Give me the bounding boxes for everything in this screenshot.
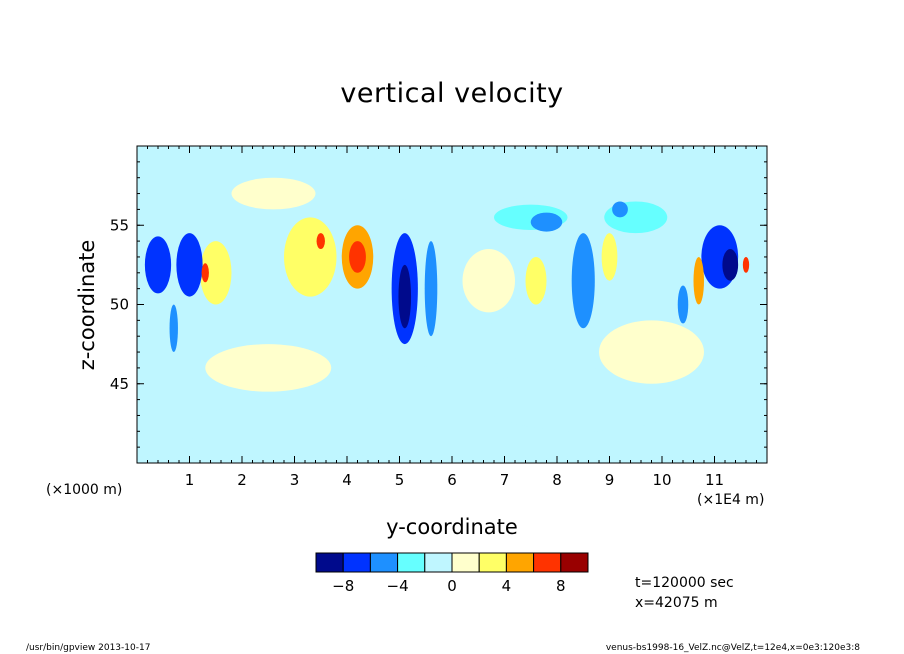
x-tick-label: 1 (185, 471, 195, 489)
x-tick-label: 4 (342, 471, 352, 489)
heatmap-region (601, 233, 618, 281)
heatmap-region (693, 256, 704, 305)
x-axis-label: y-coordinate (0, 515, 904, 539)
heatmap-region (742, 256, 750, 273)
heatmap-region (612, 201, 628, 218)
colorbar-swatch (505, 552, 535, 573)
colorbar-swatch (369, 552, 399, 573)
heatmap-plot-area (137, 146, 767, 463)
colorbar-label: 4 (502, 577, 512, 595)
colorbar-swatch (451, 552, 480, 573)
heatmap-region (599, 320, 704, 384)
position-info: x=42075 m (635, 595, 718, 611)
x-tick-label: 7 (500, 471, 510, 489)
chart-title: vertical velocity (340, 78, 564, 109)
heatmap-region (144, 236, 172, 294)
colorbar-label: 0 (447, 577, 457, 595)
heatmap-region (349, 241, 366, 273)
colorbar-label: −8 (332, 577, 354, 595)
y-axis-unit: (×1000 m) (46, 482, 123, 498)
x-tick-label: 11 (705, 471, 724, 489)
colorbar-swatch (533, 552, 562, 573)
heatmap-region (530, 212, 563, 232)
heatmap-region (201, 263, 209, 283)
colorbar-swatch (560, 552, 589, 573)
colorbar-swatch (478, 552, 507, 573)
heatmap-region (205, 344, 332, 392)
heatmap-region (316, 233, 325, 250)
x-tick-label: 6 (447, 471, 457, 489)
x-tick-label: 10 (652, 471, 671, 489)
colorbar-label: 8 (556, 577, 566, 595)
heatmap-region (284, 217, 337, 297)
colorbar-swatch (424, 552, 453, 573)
colorbar: −8 −4 0 4 8 (315, 552, 589, 595)
heatmap-region (189, 399, 400, 463)
x-tick-label: 5 (395, 471, 405, 489)
x-axis-label-text: y-coordinate (386, 515, 518, 539)
x-tick-label: 2 (237, 471, 247, 489)
footer-right: venus-bs1998-16_VelZ.nc@VelZ,t=12e4,x=0e… (605, 643, 860, 653)
colorbar-label: −4 (387, 577, 409, 595)
y-tick-label: 45 (110, 375, 129, 393)
colorbar-swatch (342, 552, 371, 573)
colorbar-swatch (397, 552, 426, 573)
heatmap-region (478, 367, 689, 432)
x-tick-label: 8 (552, 471, 562, 489)
heatmap-region (320, 153, 584, 202)
heatmap-region (571, 233, 595, 329)
colorbar-swatch (315, 552, 344, 573)
heatmap-region (231, 177, 316, 210)
y-tick-label: 50 (110, 296, 129, 314)
heatmap-region (176, 233, 203, 297)
footer-left: /usr/bin/gpview 2013-10-17 (26, 643, 151, 653)
heatmap-region (525, 256, 547, 305)
heatmap-region (424, 241, 438, 337)
x-tick-label: 3 (290, 471, 300, 489)
x-tick-label: 9 (605, 471, 615, 489)
heatmap-region (462, 249, 515, 313)
y-axis-label: z-coordinate (75, 239, 99, 371)
heatmap-region (722, 249, 739, 281)
heatmap-region (677, 285, 689, 324)
x-axis-unit: (×1E4 m) (697, 492, 765, 508)
heatmap-region (169, 304, 178, 353)
heatmap-region (200, 241, 232, 305)
heatmap-region (398, 264, 412, 329)
y-tick-label: 55 (110, 216, 129, 234)
time-info: t=120000 sec (635, 575, 734, 591)
